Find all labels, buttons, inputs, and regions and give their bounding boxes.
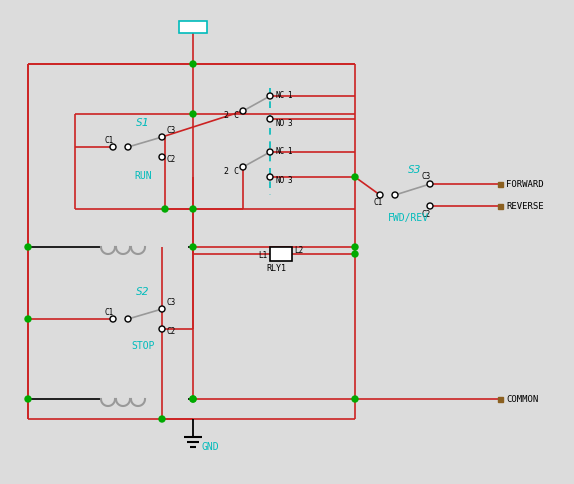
- Circle shape: [159, 306, 165, 312]
- Bar: [270, 247, 292, 261]
- Text: C2: C2: [166, 155, 175, 164]
- Text: C1: C1: [373, 198, 383, 207]
- Circle shape: [159, 326, 165, 333]
- Bar: [179, 22, 207, 34]
- Circle shape: [159, 135, 165, 141]
- Text: +12V: +12V: [184, 23, 202, 32]
- Circle shape: [110, 145, 116, 151]
- Circle shape: [190, 207, 196, 212]
- Circle shape: [267, 175, 273, 181]
- Circle shape: [427, 182, 433, 188]
- Circle shape: [190, 396, 196, 402]
- Text: 2: 2: [223, 167, 228, 176]
- Circle shape: [427, 204, 433, 210]
- Text: L2: L2: [294, 246, 303, 255]
- Text: C2: C2: [166, 327, 175, 336]
- Circle shape: [162, 207, 168, 212]
- Text: NC: NC: [275, 147, 284, 156]
- Circle shape: [267, 94, 273, 100]
- Text: C1: C1: [104, 136, 114, 145]
- Text: C2: C2: [421, 210, 430, 219]
- Circle shape: [25, 317, 31, 322]
- Circle shape: [25, 396, 31, 402]
- Text: FORWARD: FORWARD: [506, 180, 544, 189]
- Circle shape: [190, 244, 196, 251]
- Circle shape: [377, 193, 383, 198]
- Circle shape: [190, 62, 196, 68]
- Text: FWD/REV: FWD/REV: [387, 212, 429, 223]
- Circle shape: [352, 175, 358, 181]
- Text: S3: S3: [408, 165, 422, 175]
- Text: NO: NO: [275, 176, 284, 185]
- Circle shape: [125, 145, 131, 151]
- Text: 1: 1: [287, 91, 292, 100]
- Circle shape: [190, 396, 196, 402]
- Circle shape: [267, 117, 273, 123]
- Text: C3: C3: [166, 126, 175, 135]
- Text: NC: NC: [275, 91, 284, 100]
- Text: NO: NO: [275, 118, 284, 127]
- Circle shape: [240, 165, 246, 171]
- Text: C: C: [233, 111, 238, 120]
- Text: COMMON: COMMON: [506, 394, 538, 404]
- Text: 2: 2: [223, 111, 228, 120]
- Circle shape: [352, 396, 358, 402]
- Text: 3: 3: [287, 176, 292, 185]
- Circle shape: [25, 244, 31, 251]
- Text: REVERSE: REVERSE: [506, 202, 544, 211]
- Circle shape: [392, 193, 398, 198]
- Circle shape: [267, 150, 273, 156]
- Circle shape: [110, 317, 116, 322]
- Text: GND: GND: [201, 441, 219, 451]
- Circle shape: [240, 109, 246, 115]
- Circle shape: [352, 244, 358, 251]
- Text: L1: L1: [258, 250, 267, 259]
- Text: RLY1: RLY1: [266, 264, 286, 273]
- Text: S1: S1: [136, 118, 150, 128]
- Bar: [498, 182, 502, 187]
- Text: STOP: STOP: [131, 340, 155, 350]
- Circle shape: [159, 416, 165, 422]
- Text: RUN: RUN: [134, 171, 152, 181]
- Text: C3: C3: [166, 298, 175, 307]
- Text: C3: C3: [421, 172, 430, 181]
- Text: S2: S2: [136, 287, 150, 296]
- Text: 1: 1: [287, 147, 292, 156]
- Circle shape: [190, 112, 196, 118]
- Text: 3: 3: [287, 118, 292, 127]
- Bar: [498, 204, 502, 209]
- Text: C: C: [233, 167, 238, 176]
- Circle shape: [159, 155, 165, 161]
- Circle shape: [125, 317, 131, 322]
- Circle shape: [352, 252, 358, 257]
- Bar: [498, 397, 502, 402]
- Text: C1: C1: [104, 308, 114, 317]
